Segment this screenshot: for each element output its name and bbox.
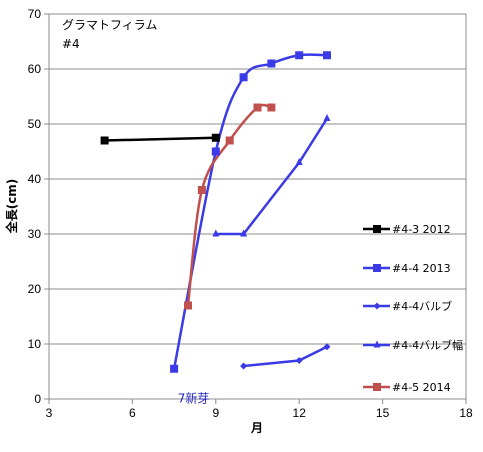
x-tick-label-9: 9: [212, 406, 219, 420]
y-tick-label-60: 60: [28, 62, 42, 76]
x-tick-label-18: 18: [459, 406, 473, 420]
legend-label-4: #4-5 2014: [392, 381, 451, 394]
y-tick-label-0: 0: [34, 392, 41, 406]
y-tick-label-70: 70: [28, 7, 42, 21]
series-3-point-0: [212, 229, 220, 237]
series-4-point-3: [253, 103, 262, 112]
grid-lines: [49, 13, 466, 345]
series-4-point-2: [225, 136, 234, 145]
y-axis-title: 全長(cm): [4, 179, 19, 235]
y-tick-label-20: 20: [28, 282, 42, 296]
x-tick-label-3: 3: [46, 406, 53, 420]
series-1-point-1: [211, 147, 220, 156]
chart-annotation-subtitle: #4: [62, 37, 80, 51]
legend: #4-3 2012 #4-4 2013 #4-4バルブ #4-4バルブ幅 #4-5 20…: [363, 223, 463, 394]
x-tick-label-15: 15: [376, 406, 390, 420]
series-2-point-1: [295, 357, 303, 364]
series-3-point-1: [240, 229, 248, 237]
legend-label-0: #4-3 2012: [392, 223, 451, 236]
series-1-point-2: [239, 73, 248, 82]
legend-marker-4: [373, 383, 381, 391]
y-tick-label-50: 50: [28, 117, 42, 131]
y-tick-label-30: 30: [28, 227, 42, 241]
series-4-point-1: [197, 186, 206, 194]
series-0-point-1: [211, 133, 220, 142]
series-3-point-2: [295, 158, 303, 165]
legend-marker-3: [373, 340, 381, 348]
y-tick-label-10: 10: [28, 337, 42, 351]
x-tick-label-6: 6: [129, 406, 136, 420]
series-1-point-3: [267, 59, 276, 68]
y-tick-labels: 0 10 20 30 40 50 60 70: [28, 7, 42, 406]
series-4-point-0: [184, 301, 192, 310]
series-3-point-3: [323, 114, 331, 121]
annotation-0: 7新芽: [178, 390, 210, 405]
plot-area: [49, 14, 466, 399]
legend-label-3: #4-4バルブ幅: [392, 338, 463, 352]
x-tick-labels: 3 6 9 12 15 18: [46, 406, 473, 420]
chart-annotation-title: グラマトフィラム: [62, 18, 157, 32]
series-0-point-0: [100, 136, 109, 145]
annotations: 7新芽: [178, 390, 210, 405]
series-2-point-2: [323, 343, 331, 351]
legend-marker-2: [373, 302, 381, 310]
series-2-point-0: [240, 362, 248, 370]
series-1-point-4: [295, 51, 304, 60]
series-markers: [100, 51, 331, 373]
axes: [44, 13, 467, 404]
legend-label-1: #4-4 2013: [392, 262, 451, 275]
x-tick-label-12: 12: [293, 406, 307, 420]
series-1-point-5: [323, 51, 331, 60]
legend-marker-1: [373, 264, 381, 272]
series-4-point-4: [267, 103, 276, 112]
series-line-0: [104, 136, 216, 142]
series-line-3: [215, 117, 329, 236]
legend-marker-0: [373, 225, 381, 233]
x-axis-title: 月: [250, 421, 263, 435]
y-tick-label-40: 40: [28, 172, 42, 186]
legend-label-2: #4-4バルブ: [392, 299, 452, 313]
series-1-point-0: [170, 364, 179, 373]
